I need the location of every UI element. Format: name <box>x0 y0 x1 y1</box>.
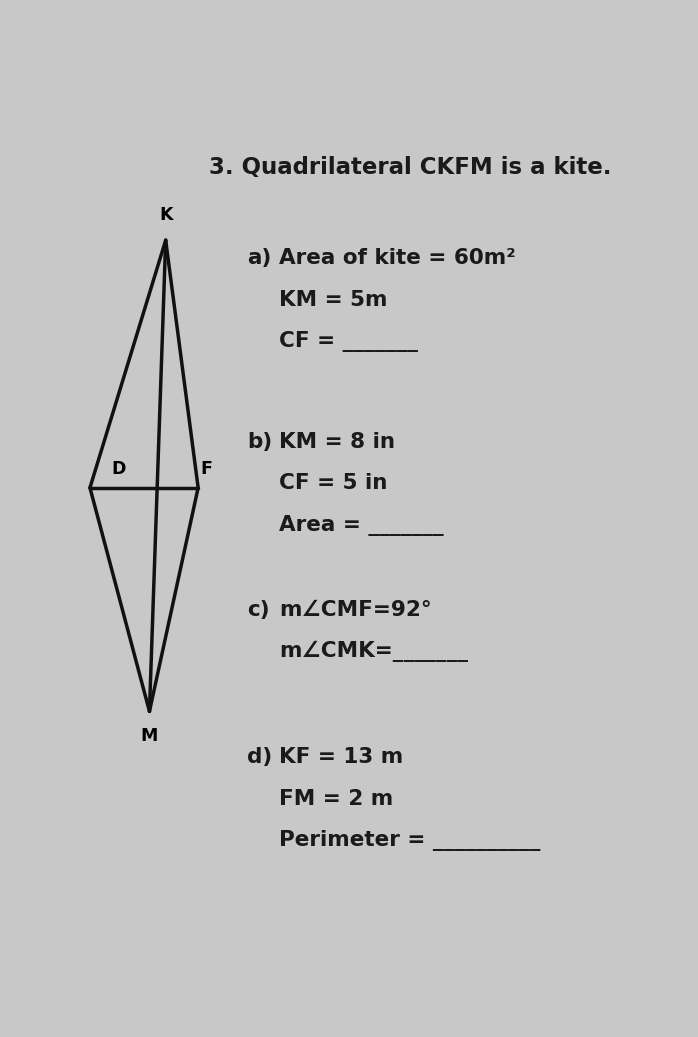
Text: FM = 2 m: FM = 2 m <box>279 789 394 809</box>
Text: m∠CMF=92°: m∠CMF=92° <box>279 599 432 619</box>
Text: D: D <box>112 460 126 478</box>
Text: KM = 8 in: KM = 8 in <box>279 431 395 452</box>
Text: d): d) <box>247 748 272 767</box>
Text: 3. Quadrilateral CKFM is a kite.: 3. Quadrilateral CKFM is a kite. <box>209 157 612 179</box>
Text: KM = 5m: KM = 5m <box>279 289 388 310</box>
Text: m∠CMK=_______: m∠CMK=_______ <box>279 641 468 663</box>
Text: K: K <box>159 206 172 224</box>
Text: c): c) <box>247 599 269 619</box>
Text: CF = _______: CF = _______ <box>279 331 418 353</box>
Text: M: M <box>141 727 158 746</box>
Text: Area of kite = 60m²: Area of kite = 60m² <box>279 248 516 269</box>
Text: F: F <box>201 460 213 478</box>
Text: b): b) <box>247 431 272 452</box>
Text: Area = _______: Area = _______ <box>279 515 444 536</box>
Text: Perimeter = __________: Perimeter = __________ <box>279 831 541 851</box>
Text: KF = 13 m: KF = 13 m <box>279 748 403 767</box>
Text: a): a) <box>247 248 272 269</box>
Text: CF = 5 in: CF = 5 in <box>279 473 387 494</box>
